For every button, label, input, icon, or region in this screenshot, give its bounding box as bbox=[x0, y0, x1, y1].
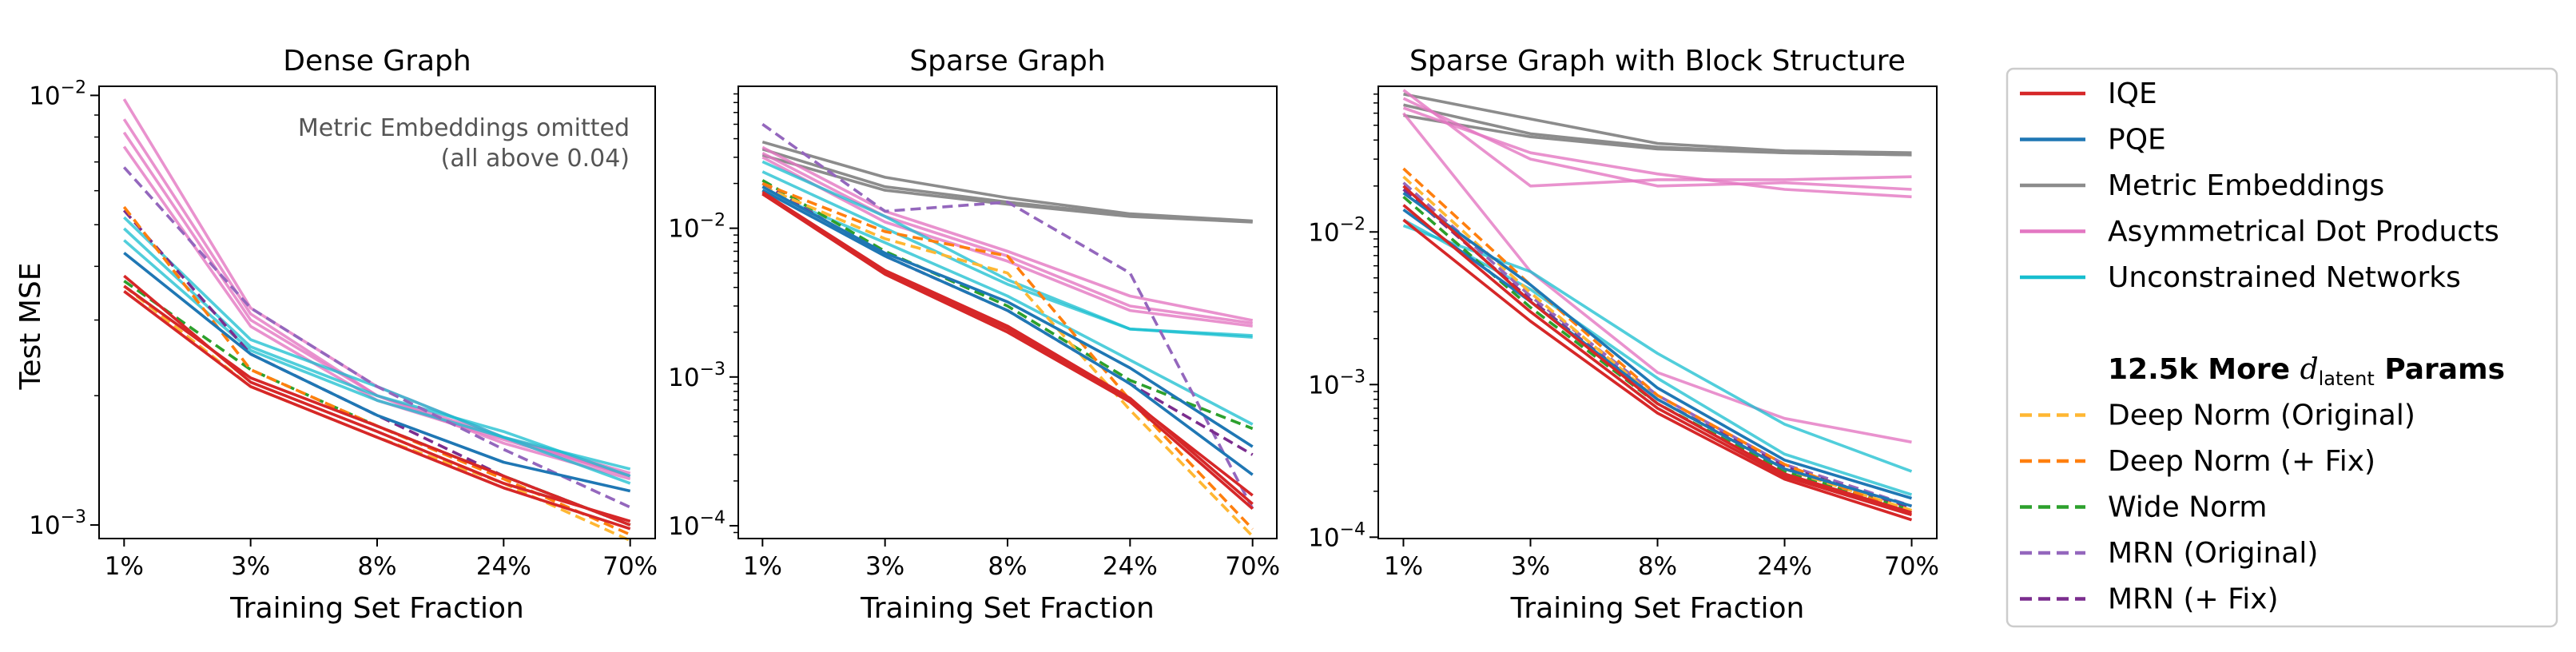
legend-label: Metric Embeddings bbox=[2108, 169, 2384, 202]
series-line-unconstrained-networks bbox=[761, 170, 1253, 339]
series-line-unconstrained-networks bbox=[1402, 218, 1913, 496]
y-tick-label: 10−2 bbox=[29, 78, 86, 110]
series-line-asymmetrical-dot-products bbox=[761, 145, 1254, 322]
series-line-iqe bbox=[1402, 185, 1913, 515]
y-tick-label: 10−2 bbox=[1308, 214, 1366, 247]
legend-label: Wide Norm bbox=[2108, 491, 2267, 524]
panel-1: Dense Graph 1% 3% 8% 24% 70% 10−3 10−2 Metric Em… bbox=[29, 45, 658, 625]
x-tick-label: 24% bbox=[1103, 552, 1158, 581]
panel-3: Sparse Graph with Block Structure 1% 3% 8% 2… bbox=[1308, 45, 1939, 625]
series-line-metric-embeddings bbox=[761, 153, 1253, 224]
series-line-asymmetrical-dot-products bbox=[761, 156, 1253, 328]
legend-frame bbox=[2006, 67, 2558, 628]
series-line-pqe bbox=[1402, 208, 1913, 508]
legend-label: MRN (Original) bbox=[2108, 537, 2318, 570]
series-line-deep-norm-original bbox=[761, 185, 1254, 538]
series-line-wide-norm bbox=[761, 179, 1254, 431]
plot-frame bbox=[737, 85, 1278, 539]
x-tick-label: 24% bbox=[476, 552, 531, 581]
panels: Dense Graph 1% 3% 8% 24% 70% 10−3 10−2 Metric Em… bbox=[29, 45, 1939, 625]
legend-label: Unconstrained Networks bbox=[2108, 261, 2461, 294]
x-tick-label: 3% bbox=[1511, 552, 1550, 581]
x-axis-label: Training Set Fraction bbox=[860, 592, 1155, 625]
y-axis-label: Test MSE bbox=[14, 263, 47, 391]
series-line-pqe bbox=[761, 185, 1254, 448]
series-line-asymmetrical-dot-products bbox=[1402, 112, 1912, 444]
legend: IQE PQE Metric Embeddings Asymmetrical Dot … bbox=[2006, 67, 2558, 628]
y-tick-label: 10−4 bbox=[668, 508, 725, 541]
legend-label: Asymmetrical Dot Products bbox=[2108, 216, 2499, 248]
x-tick-label: 1% bbox=[743, 552, 782, 581]
x-tick-label: 3% bbox=[865, 552, 904, 581]
x-tick-label: 70% bbox=[1884, 552, 1939, 581]
series-line-pqe bbox=[761, 189, 1254, 476]
x-tick-label: 8% bbox=[357, 552, 396, 581]
legend-section-title: 12.5k More dlatent Params bbox=[2108, 353, 2505, 390]
x-tick-label: 3% bbox=[231, 552, 270, 581]
x-axis-label: Training Set Fraction bbox=[1510, 592, 1805, 625]
series-line-iqe bbox=[1402, 204, 1913, 517]
y-tick-label: 10−3 bbox=[29, 507, 86, 540]
panel-title: Sparse Graph with Block Structure bbox=[1409, 45, 1906, 78]
series-line-metric-embeddings bbox=[1403, 93, 1912, 154]
plot-frame bbox=[1377, 85, 1938, 539]
series-line-asymmetrical-dot-products bbox=[1402, 106, 1912, 199]
legend-label: Deep Norm (Original) bbox=[2108, 400, 2415, 432]
legend-label: Deep Norm (+ Fix) bbox=[2108, 445, 2375, 478]
annotation-text: Metric Embeddings omitted bbox=[298, 114, 630, 142]
plot-frame bbox=[98, 85, 656, 539]
legend-label: MRN (+ Fix) bbox=[2108, 583, 2279, 616]
series-line-pqe bbox=[123, 252, 631, 493]
series-line-iqe bbox=[761, 193, 1254, 511]
y-tick-label: 10−3 bbox=[1308, 367, 1366, 400]
x-tick-label: 8% bbox=[1638, 552, 1677, 581]
x-tick-label: 8% bbox=[988, 552, 1027, 581]
series-line-iqe bbox=[123, 290, 631, 531]
x-axis-label: Training Set Fraction bbox=[229, 592, 524, 625]
annotation-text: (all above 0.04) bbox=[441, 145, 630, 173]
panel-2: Sparse Graph 1% 3% 8% 24% 70% 10−4 10−3 10−2 Trai… bbox=[668, 45, 1280, 625]
series-line-iqe bbox=[123, 284, 631, 527]
panel-title: Sparse Graph bbox=[909, 45, 1105, 78]
series-line-metric-embeddings bbox=[1403, 113, 1912, 157]
panel-title: Dense Graph bbox=[283, 45, 471, 78]
series-line-pqe bbox=[1402, 192, 1913, 500]
legend-label: IQE bbox=[2108, 78, 2157, 110]
y-tick-label: 10−3 bbox=[668, 360, 725, 392]
series-line-unconstrained-networks bbox=[761, 189, 1254, 426]
series-line-iqe bbox=[1402, 218, 1913, 522]
x-tick-label: 70% bbox=[602, 552, 658, 581]
series-line-iqe bbox=[761, 190, 1254, 506]
y-tick-label: 10−4 bbox=[1308, 519, 1366, 552]
series-line-deep-norm-fix bbox=[761, 181, 1254, 531]
x-tick-label: 1% bbox=[105, 552, 144, 581]
series-line-asymmetrical-dot-products bbox=[1402, 89, 1912, 188]
series-line-mrn-original bbox=[1402, 181, 1913, 508]
legend-label: PQE bbox=[2108, 124, 2166, 157]
series-line-unconstrained-networks bbox=[1402, 224, 1913, 473]
series-line-mrn-original bbox=[761, 123, 1254, 510]
x-tick-label: 24% bbox=[1757, 552, 1812, 581]
series-line-mrn-original bbox=[122, 166, 631, 509]
x-tick-label: 70% bbox=[1225, 552, 1280, 581]
x-tick-label: 1% bbox=[1384, 552, 1423, 581]
y-tick-label: 10−2 bbox=[668, 211, 725, 244]
